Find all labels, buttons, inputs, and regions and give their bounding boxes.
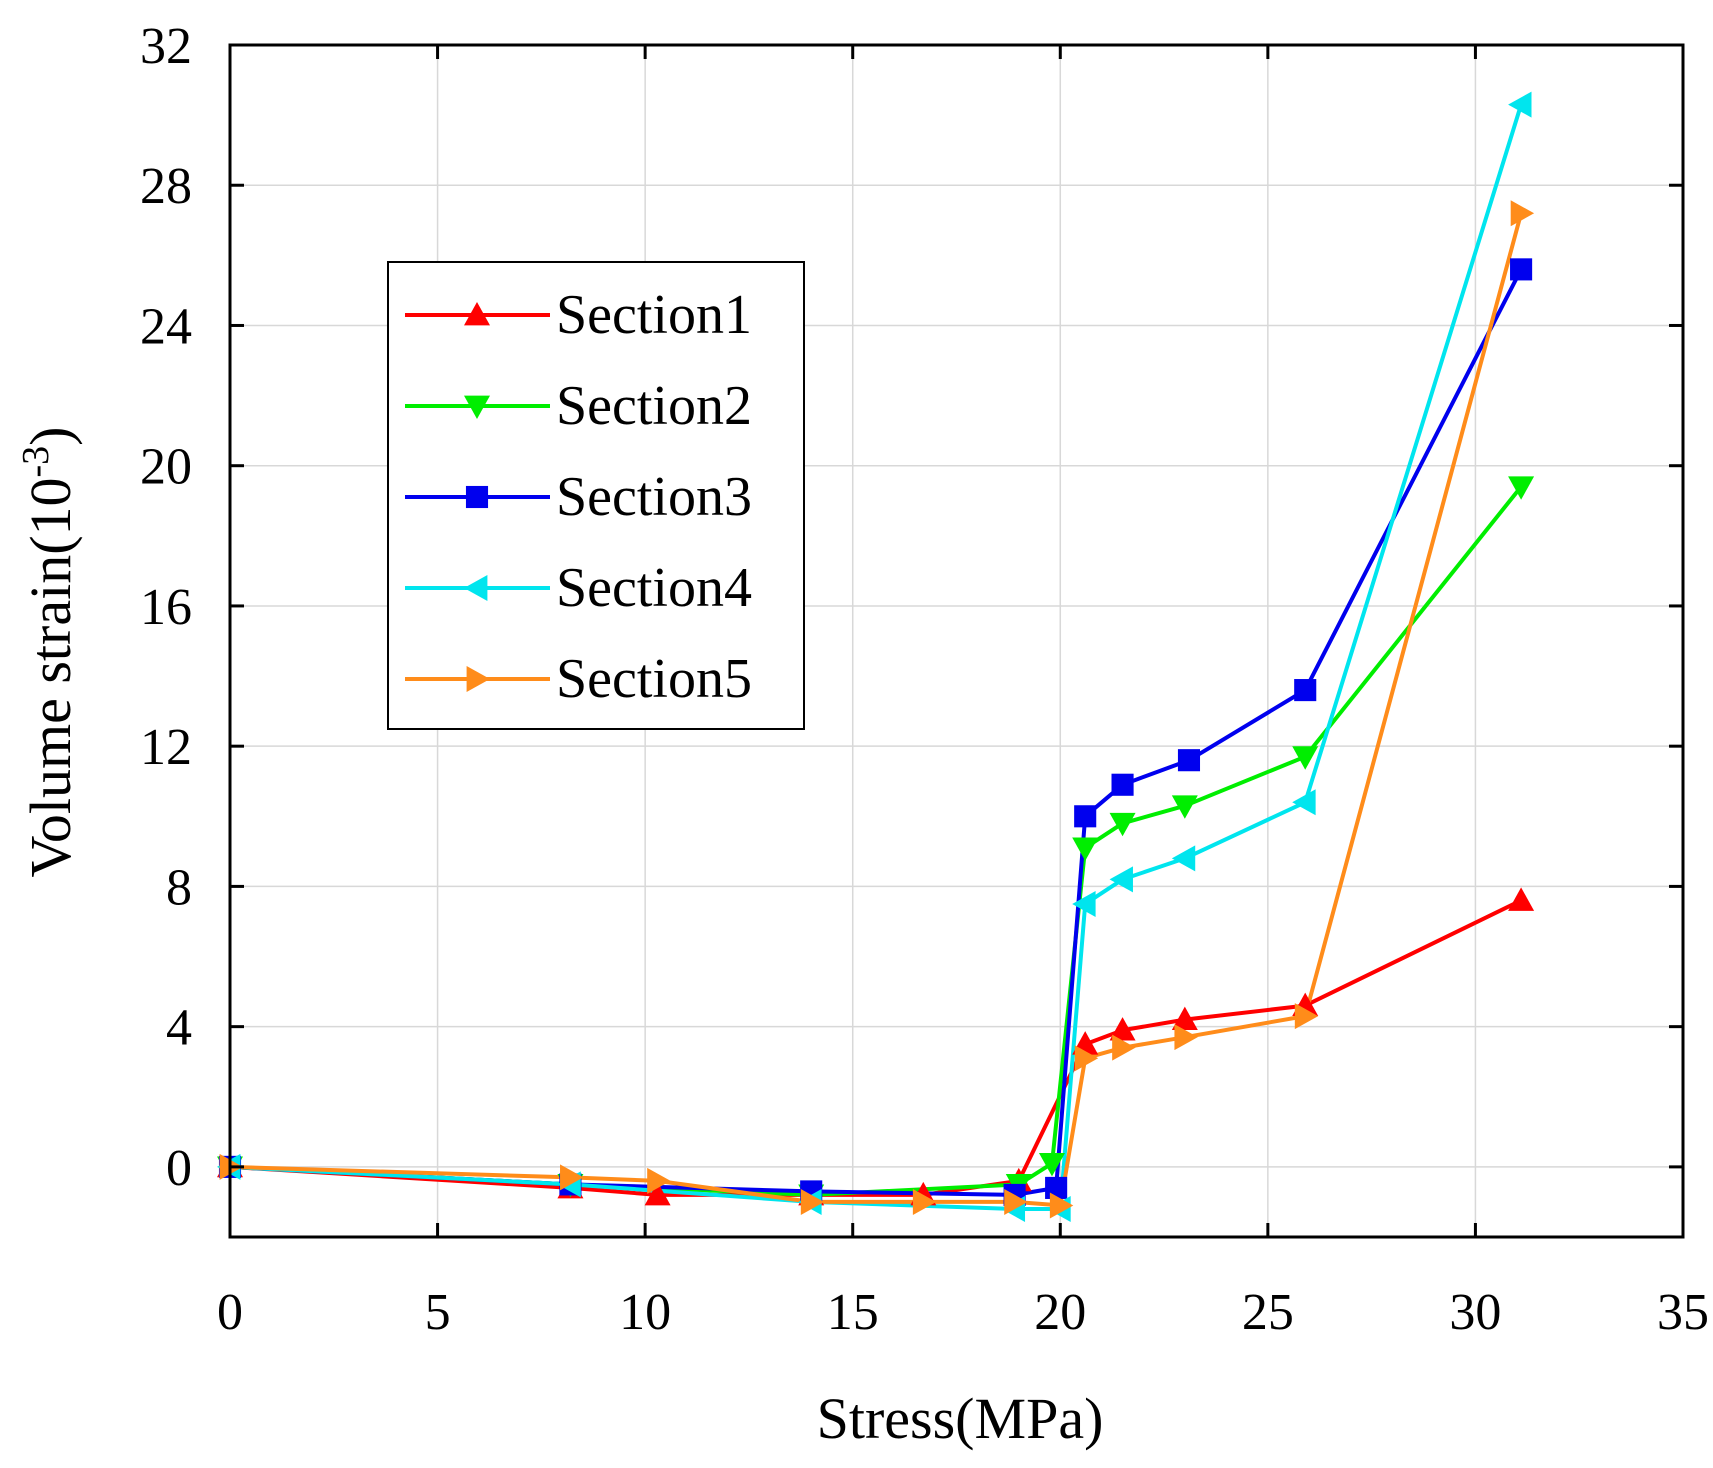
y-axis-title-exponent: -3 <box>15 446 57 478</box>
series-3-point <box>1177 749 1201 772</box>
series-markers <box>217 91 1535 1222</box>
series-5-point <box>1174 1024 1198 1051</box>
legend-swatch-marker <box>465 485 489 509</box>
series-1-point <box>1508 887 1535 911</box>
legend-label: Section3 <box>556 466 752 528</box>
series-2-point <box>1038 1152 1065 1177</box>
series-4-point <box>1508 91 1532 118</box>
y-axis-ticks: 0 4 8 12 16 20 24 28 32 <box>140 18 1683 1197</box>
series-5-point <box>1294 1003 1319 1030</box>
series-3-point <box>1510 258 1533 281</box>
series-5-point <box>560 1164 584 1191</box>
x-tick-label: 20 <box>1034 1284 1086 1341</box>
legend-label: Section1 <box>556 284 752 346</box>
series-5-point <box>1004 1188 1028 1215</box>
series-2-point <box>1072 837 1099 861</box>
series-3-point <box>1045 1176 1068 1199</box>
series-4-point <box>1292 789 1316 816</box>
series-3-point <box>1111 773 1134 796</box>
series-2-point <box>1109 812 1136 837</box>
series-5-point <box>800 1188 825 1215</box>
x-axis-ticks: 0 5 10 15 20 25 30 35 <box>217 45 1709 1341</box>
series-2-point <box>1171 795 1198 819</box>
legend-swatch-marker <box>464 395 490 419</box>
legend-label: Section5 <box>556 648 752 710</box>
plot-frame <box>228 43 1685 1239</box>
x-tick-label: 30 <box>1449 1284 1501 1341</box>
series-5-point <box>1074 1045 1099 1072</box>
y-tick-label: 8 <box>166 859 192 916</box>
x-tick-label: 25 <box>1242 1284 1294 1341</box>
x-tick-label: 10 <box>619 1284 671 1341</box>
x-tick-label: 35 <box>1657 1284 1709 1341</box>
legend-label: Section2 <box>556 375 752 437</box>
x-tick-label: 15 <box>827 1284 879 1341</box>
y-axis-title-close: ) <box>18 426 83 445</box>
series-4-point <box>1171 845 1196 872</box>
series-5-point <box>912 1188 937 1215</box>
legend-swatch-marker <box>464 302 490 326</box>
y-tick-label: 28 <box>140 158 192 215</box>
x-tick-label: 0 <box>217 1284 243 1341</box>
series-5-point <box>1112 1034 1136 1061</box>
y-tick-label: 4 <box>166 1000 192 1057</box>
series-2-point <box>1508 476 1535 500</box>
y-axis-title-main: Volume strain(10 <box>18 477 83 877</box>
series-5-point <box>1510 200 1535 227</box>
y-axis-title: Volume strain(10-3) <box>15 426 83 877</box>
series-line-1 <box>229 898 1522 1197</box>
legend: Section1 Section2 Section3 Section4 Section5 <box>387 261 805 730</box>
y-tick-label: 20 <box>140 439 192 496</box>
series-4-point <box>1072 890 1096 917</box>
series-5-point <box>1049 1192 1074 1219</box>
series-1-point <box>644 1181 671 1206</box>
series-1-point <box>1109 1017 1136 1041</box>
y-tick-label: 32 <box>140 18 192 75</box>
legend-label: Section4 <box>556 557 752 619</box>
series-line-5 <box>229 212 1524 1208</box>
y-tick-label: 24 <box>140 298 192 355</box>
y-tick-label: 12 <box>140 719 192 776</box>
series-5-point <box>647 1167 671 1194</box>
series-2-point <box>1292 746 1319 770</box>
series-4-point <box>1109 866 1133 893</box>
series-line-4 <box>229 104 1524 1211</box>
series-3-point <box>1074 805 1097 828</box>
legend-swatch-marker <box>466 666 490 692</box>
legend-swatch-marker <box>464 575 488 601</box>
series-3-point <box>1294 679 1317 702</box>
y-tick-label: 16 <box>140 579 192 636</box>
series-line-3 <box>229 268 1523 1197</box>
x-axis-title: Stress(MPa) <box>817 1386 1104 1451</box>
y-tick-label: 0 <box>166 1140 192 1197</box>
x-tick-label: 5 <box>425 1284 451 1341</box>
series-1-point <box>1171 1006 1198 1031</box>
